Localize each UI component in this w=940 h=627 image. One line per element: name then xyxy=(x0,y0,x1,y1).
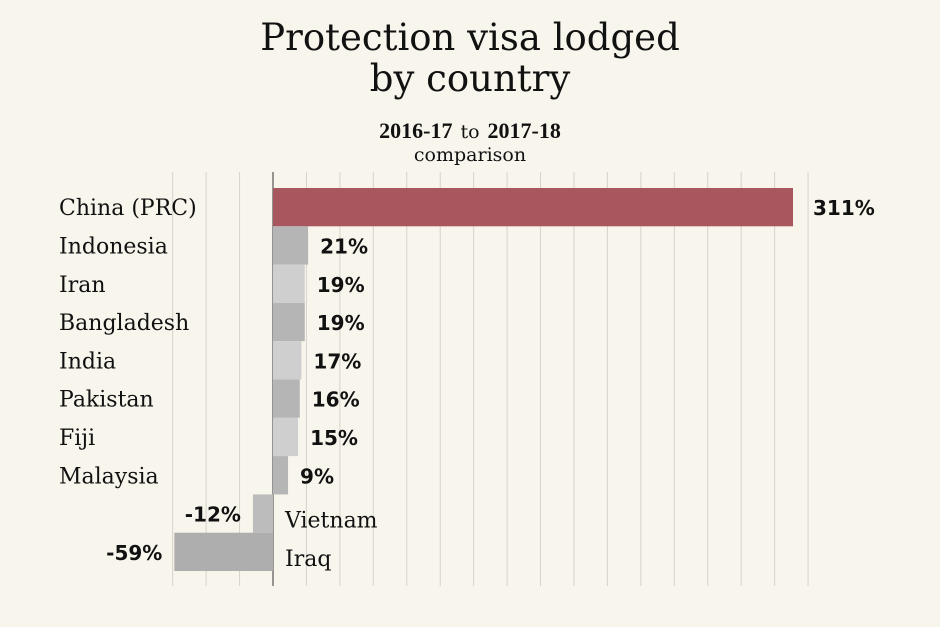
value-label: 15% xyxy=(310,426,358,450)
category-label: China (PRC) xyxy=(59,196,197,221)
value-label: -12% xyxy=(185,503,241,527)
value-label: 19% xyxy=(317,311,365,335)
value-label: -59% xyxy=(106,541,162,565)
chart-title-line2: by country xyxy=(370,57,571,100)
chart-title-line1: Protection visa lodged xyxy=(260,16,680,59)
chart-subtitle: 2016-17 to 2017-18 xyxy=(379,118,561,143)
bar xyxy=(252,494,273,533)
category-label: Vietnam xyxy=(284,509,378,534)
value-label: 17% xyxy=(313,349,361,373)
bars xyxy=(174,188,793,571)
bar xyxy=(273,379,300,418)
bar xyxy=(273,417,299,457)
bar xyxy=(273,456,289,495)
bar xyxy=(174,532,273,571)
bar xyxy=(273,188,793,227)
value-label: 16% xyxy=(312,388,360,412)
category-label: India xyxy=(59,349,116,374)
bar xyxy=(273,226,309,265)
chart-subtitle-line2: comparison xyxy=(414,144,526,166)
category-label: Iraq xyxy=(285,547,331,572)
category-label: Malaysia xyxy=(59,464,159,489)
value-label: 19% xyxy=(317,273,365,297)
subtitle-from: 2016-17 xyxy=(379,118,452,143)
category-label: Pakistan xyxy=(59,388,154,413)
value-label: 21% xyxy=(320,234,368,258)
value-label: 311% xyxy=(813,196,875,220)
gridlines xyxy=(172,172,809,586)
bar xyxy=(273,264,305,303)
subtitle-to-word: to xyxy=(460,121,479,143)
category-label: Indonesia xyxy=(59,234,168,259)
bar xyxy=(273,341,302,380)
value-label: 9% xyxy=(300,464,334,488)
subtitle-to: 2017-18 xyxy=(488,118,561,143)
bar xyxy=(273,302,305,342)
category-label: Bangladesh xyxy=(59,311,189,336)
category-label: Iran xyxy=(59,273,106,298)
labels: China (PRC) 311% Indonesia 21% Iran 19% Bangla… xyxy=(59,196,875,572)
category-label: Fiji xyxy=(59,426,95,451)
